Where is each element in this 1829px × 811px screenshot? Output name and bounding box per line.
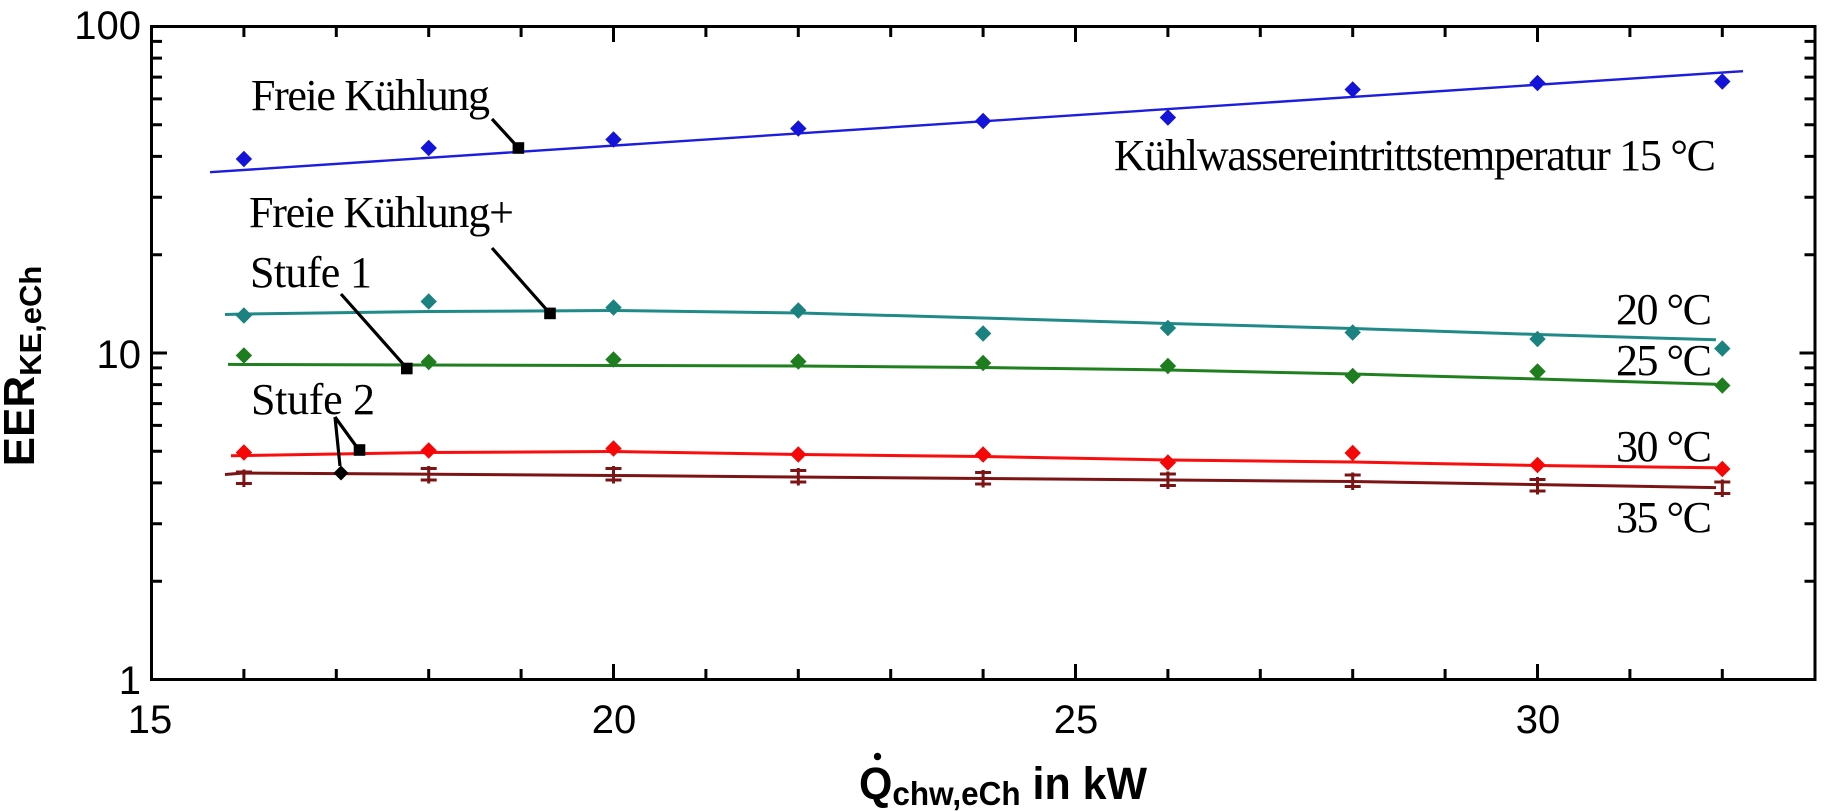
- svg-text:30 °C: 30 °C: [1616, 422, 1712, 471]
- svg-text:35 °C: 35 °C: [1616, 493, 1712, 542]
- svg-text:10: 10: [97, 333, 142, 377]
- svg-text:25 °C: 25 °C: [1616, 336, 1712, 385]
- svg-text:15: 15: [128, 698, 173, 742]
- svg-text:Stufe 1: Stufe 1: [250, 248, 372, 297]
- svg-text:Freie Kühlung+: Freie Kühlung+: [249, 188, 514, 237]
- svg-text:100: 100: [74, 4, 141, 48]
- svg-text:Qchw,eCh in kW: Qchw,eCh in kW: [859, 758, 1147, 811]
- svg-text:20 °C: 20 °C: [1616, 285, 1712, 334]
- svg-text:Freie Kühlung: Freie Kühlung: [251, 71, 490, 120]
- svg-text:25: 25: [1054, 698, 1099, 742]
- svg-text:20: 20: [592, 698, 637, 742]
- svg-text:EERKE,eCh: EERKE,eCh: [0, 266, 48, 467]
- svg-text:Kühlwassereintrittstemperatur: Kühlwassereintrittstemperatur 15 °C: [1114, 131, 1716, 180]
- svg-text:30: 30: [1516, 698, 1561, 742]
- svg-text:Stufe 2: Stufe 2: [251, 375, 375, 424]
- svg-text:1: 1: [119, 659, 141, 703]
